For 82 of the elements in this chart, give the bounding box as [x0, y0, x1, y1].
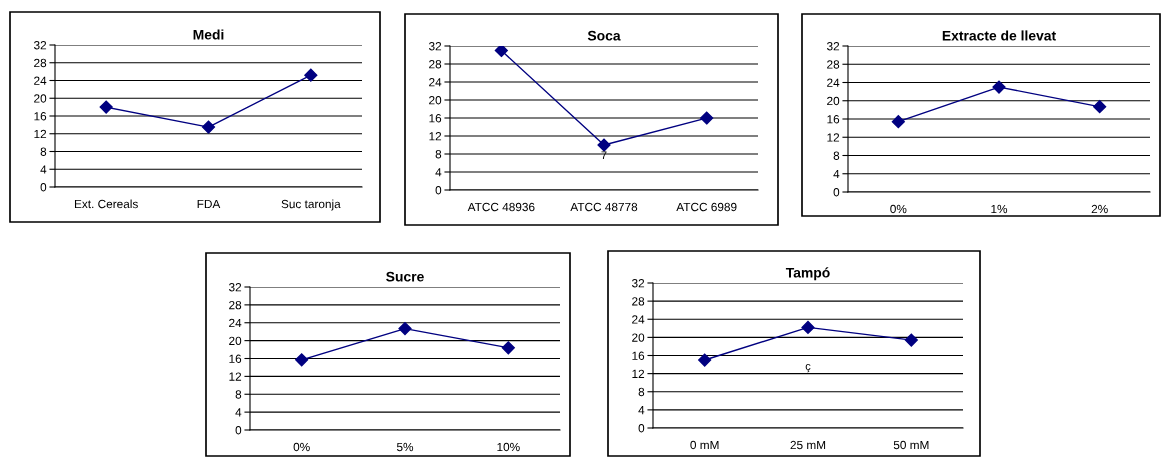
- y-tick-label: 28: [632, 297, 645, 306]
- x-tick-label: 5%: [396, 442, 414, 452]
- y-tick-label: 12: [229, 372, 242, 381]
- y-tick-label: 16: [429, 114, 442, 123]
- point: [494, 46, 508, 58]
- y-tick-label: 32: [228, 283, 242, 292]
- y-tick-label: 12: [34, 129, 47, 139]
- point: [201, 120, 216, 134]
- y-tick-label: 8: [40, 147, 47, 156]
- y-tick-label: 32: [33, 41, 47, 50]
- point: [801, 320, 815, 334]
- y-tick-label: 20: [429, 96, 442, 105]
- y-tick-label: 8: [833, 151, 840, 160]
- point: [904, 333, 918, 347]
- y-tick-label: 0: [638, 424, 645, 433]
- y-tick-label: 24: [632, 315, 645, 324]
- y-tick-label: 24: [827, 78, 840, 87]
- point: [398, 321, 412, 336]
- y-tick-label: 0: [833, 188, 840, 197]
- chart-title: Sucre: [386, 271, 424, 282]
- y-tick-label: 4: [638, 406, 645, 415]
- y-tick-label: 16: [229, 354, 242, 363]
- x-tick-label: 0%: [890, 204, 907, 214]
- y-tick-label: 12: [429, 132, 442, 141]
- point: [501, 341, 515, 355]
- point: [891, 115, 905, 129]
- y-tick-label: 4: [40, 165, 47, 174]
- chart-title: Medi: [193, 29, 224, 40]
- x-tick-label: 10%: [497, 442, 520, 452]
- y-tick-label: 20: [34, 94, 47, 103]
- x-tick-label: Suc taronja: [281, 199, 341, 211]
- y-tick-label: 20: [632, 333, 645, 342]
- y-tick-label: 24: [34, 76, 47, 85]
- y-tick-label: 8: [235, 390, 242, 399]
- point: [992, 80, 1006, 94]
- y-tick-label: 0: [235, 426, 242, 435]
- y-tick-label: 4: [235, 408, 242, 417]
- x-tick-label: 25 mM: [790, 440, 826, 450]
- y-tick-label: 8: [435, 150, 442, 159]
- x-tick-label: 50 mM: [893, 440, 929, 450]
- point: [698, 353, 712, 367]
- x-tick-label: 0%: [293, 442, 310, 452]
- y-tick-label: 8: [638, 387, 645, 397]
- chart-title: Tampó: [785, 267, 830, 281]
- annotation: ç: [805, 363, 811, 373]
- y-tick-label: 20: [229, 336, 242, 346]
- x-tick-label: ATCC 6989: [676, 202, 737, 212]
- x-tick-label: ATCC 48936: [467, 202, 535, 212]
- y-tick-label: 0: [435, 186, 442, 195]
- y-tick-label: 32: [826, 42, 840, 51]
- x-tick-label: 2%: [1091, 204, 1108, 214]
- x-tick-label: Ext. Cereals: [74, 199, 138, 209]
- x-tick-label: FDA: [197, 199, 221, 209]
- y-tick-label: 12: [632, 369, 645, 378]
- y-tick-label: 28: [229, 300, 242, 310]
- y-tick-label: 12: [827, 133, 840, 142]
- annotation: 7: [601, 151, 607, 160]
- y-tick-label: 28: [34, 58, 47, 68]
- chart-title: Extracte de llevat: [942, 30, 1056, 41]
- y-tick-label: 16: [827, 115, 840, 124]
- chart-title: Soca: [587, 30, 621, 41]
- point: [99, 100, 113, 114]
- y-tick-label: 20: [827, 96, 840, 106]
- x-tick-label: 0 mM: [690, 440, 719, 450]
- y-tick-label: 28: [827, 60, 840, 69]
- y-tick-label: 28: [429, 60, 442, 69]
- point: [597, 138, 611, 152]
- y-tick-label: 24: [229, 318, 242, 328]
- point: [304, 68, 318, 82]
- x-tick-label: ATCC 48778: [570, 202, 638, 212]
- y-tick-label: 16: [632, 351, 645, 360]
- y-tick-label: 4: [435, 168, 442, 177]
- y-tick-label: 16: [34, 112, 47, 121]
- point: [700, 111, 714, 125]
- y-tick-label: 4: [833, 169, 840, 179]
- x-tick-label: 1%: [991, 204, 1008, 214]
- y-tick-label: 32: [428, 42, 442, 51]
- point: [1093, 100, 1107, 114]
- y-tick-label: 32: [631, 279, 645, 288]
- point: [295, 353, 309, 367]
- y-tick-label: 24: [429, 78, 442, 87]
- y-tick-label: 0: [40, 183, 47, 192]
